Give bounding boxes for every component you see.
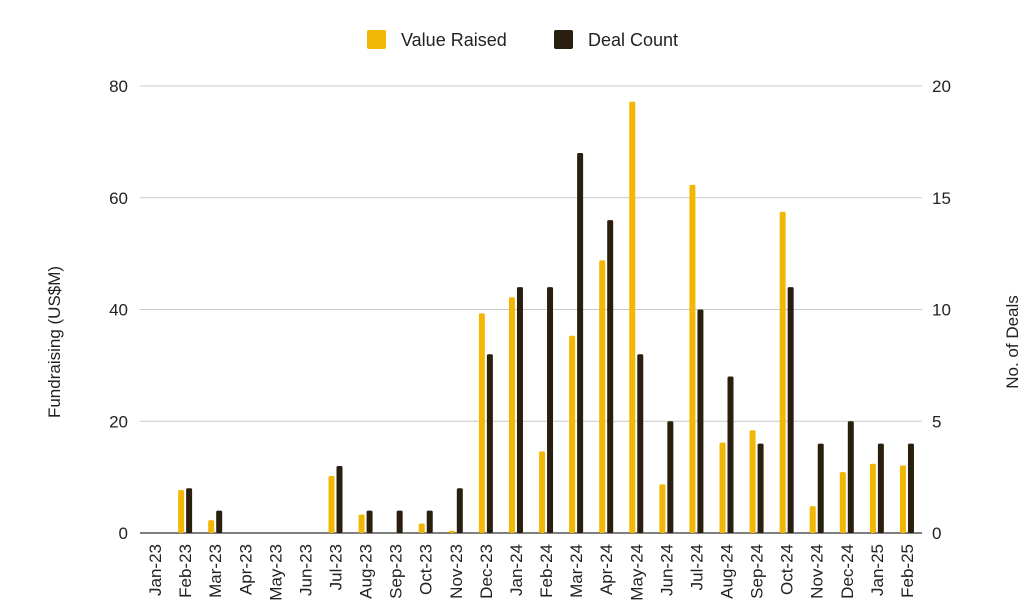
bar-value-raised (448, 530, 455, 533)
gridlines (140, 85, 922, 534)
x-tick-label: Oct-24 (778, 544, 797, 595)
y-tick-label: 60 (109, 189, 128, 208)
bar-deal-count (787, 287, 794, 533)
x-tick-label: Feb-23 (176, 544, 195, 598)
bar-deal-count (516, 287, 523, 533)
x-tick-label: Feb-25 (898, 544, 917, 598)
x-tick-label: Mar-23 (206, 544, 225, 598)
bar-value-raised (689, 184, 696, 533)
x-tick-label: Jan-23 (146, 544, 165, 596)
y2-tick-label: 20 (932, 77, 951, 96)
bar-deal-count (727, 376, 734, 533)
x-tick-label: Jun-23 (296, 544, 315, 596)
bar-value-raised (809, 506, 816, 533)
x-tick-label: Sep-24 (748, 544, 767, 599)
y2-tick-label: 15 (932, 189, 951, 208)
bar-deal-count (847, 421, 854, 533)
y-tick-label: 20 (109, 412, 128, 431)
x-tick-label: Jul-23 (327, 544, 346, 590)
x-tick-label: Dec-24 (838, 544, 857, 599)
bar-deal-count (697, 309, 704, 533)
y2-axis-ticks: 0 5 10 15 20 (932, 77, 951, 543)
bar-value-raised (178, 489, 185, 533)
x-tick-label: Jan-25 (868, 544, 887, 596)
y-tick-label: 0 (119, 524, 128, 543)
bar-deal-count (336, 465, 343, 533)
x-tick-label: Mar-24 (567, 544, 586, 598)
y-axis-ticks: 0 20 40 60 80 (109, 77, 128, 543)
bar-value-raised (659, 484, 666, 533)
bar-value-raised (749, 430, 756, 533)
bar-deal-count (667, 421, 674, 533)
bar-deal-count (577, 153, 584, 534)
bar-deal-count (817, 443, 824, 533)
x-tick-label: May-24 (627, 544, 646, 601)
x-tick-label: Feb-24 (537, 544, 556, 598)
bar-deal-count (607, 220, 614, 533)
bar-deal-count (426, 510, 433, 533)
x-tick-label: Jul-24 (687, 544, 706, 590)
bar-value-raised (779, 211, 786, 533)
bar-value-raised (208, 520, 215, 533)
legend-label-deal-count: Deal Count (588, 30, 678, 50)
y2-tick-label: 10 (932, 301, 951, 320)
y-tick-label: 40 (109, 301, 128, 320)
bar-value-raised (539, 451, 546, 533)
bar-value-raised (478, 313, 485, 533)
x-axis-ticks: Jan-23 Feb-23 Mar-23 Apr-23 May-23 Jun-23 Jul-… (146, 544, 917, 601)
bar-deal-count (396, 510, 403, 533)
legend-swatch-value-raised (367, 30, 386, 49)
bar-deal-count (757, 443, 764, 533)
bar-value-raised (869, 463, 876, 533)
y2-tick-label: 5 (932, 412, 941, 431)
bar-value-raised (719, 442, 726, 533)
bar-deal-count (637, 354, 644, 533)
bar-value-raised (839, 472, 846, 533)
x-tick-label: Apr-23 (236, 544, 255, 595)
x-tick-label: Jun-24 (657, 544, 676, 596)
bar-value-raised (418, 523, 425, 533)
bar-value-raised (508, 297, 515, 533)
legend: Value Raised Deal Count (367, 30, 678, 50)
x-tick-label: Aug-23 (357, 544, 376, 599)
x-tick-label: Dec-23 (477, 544, 496, 599)
bar-deal-count (486, 354, 493, 533)
legend-swatch-deal-count (554, 30, 573, 49)
bar-deal-count (907, 443, 914, 533)
y2-tick-label: 0 (932, 524, 941, 543)
bar-deal-count (216, 510, 223, 533)
x-tick-label: Jan-24 (507, 544, 526, 596)
bar-value-raised (899, 465, 906, 533)
bar-deal-count (186, 488, 193, 533)
bar-deal-count (547, 287, 554, 533)
y-tick-label: 80 (109, 77, 128, 96)
bar-value-raised (599, 260, 606, 533)
bar-deal-count (366, 510, 373, 533)
x-tick-label: Nov-24 (808, 544, 827, 599)
legend-label-value-raised: Value Raised (401, 30, 507, 50)
x-tick-label: Sep-23 (387, 544, 406, 599)
x-tick-label: Apr-24 (597, 544, 616, 595)
bar-value-raised (569, 335, 576, 533)
y-axis-title: Fundraising (US$M) (45, 266, 64, 418)
bar-value-raised (629, 101, 636, 534)
x-tick-label: May-23 (266, 544, 285, 601)
bar-value-raised (358, 514, 365, 533)
bar-value-raised (328, 476, 335, 533)
x-tick-label: Aug-24 (718, 544, 737, 599)
x-tick-label: Nov-23 (447, 544, 466, 599)
bar-deal-count (456, 488, 463, 533)
y2-axis-title: No. of Deals (1003, 295, 1022, 389)
bars (178, 101, 914, 534)
x-tick-label: Oct-23 (417, 544, 436, 595)
bar-deal-count (877, 443, 884, 533)
